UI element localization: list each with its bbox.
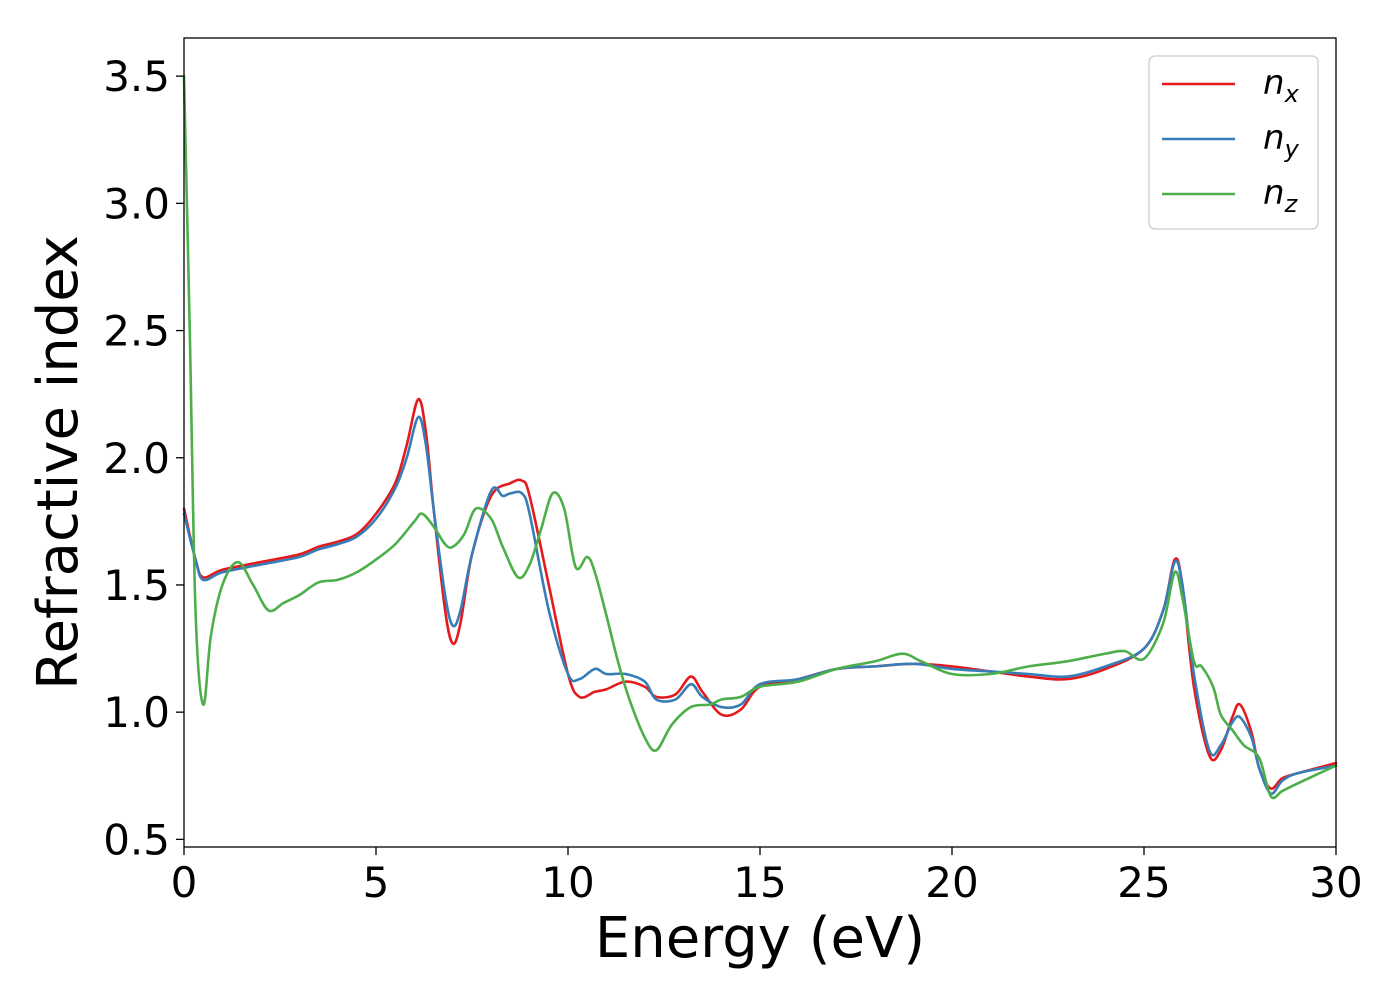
x-tick-label: 20 bbox=[925, 858, 978, 907]
series-lines bbox=[182, 74, 1338, 800]
x-tick-label: 15 bbox=[733, 858, 786, 907]
x-tick-label: 25 bbox=[1117, 858, 1170, 907]
y-tick-label: 1.0 bbox=[103, 688, 170, 737]
y-axis-ticks: 0.5 1.0 1.5 2.0 2.5 3.0 3.5 bbox=[103, 52, 184, 864]
x-axis-label: Energy (eV) bbox=[595, 906, 925, 971]
y-tick-label: 1.5 bbox=[103, 561, 170, 610]
x-tick-label: 30 bbox=[1309, 858, 1362, 907]
y-tick-label: 2.0 bbox=[103, 434, 170, 483]
legend-label-x: nx bbox=[1263, 63, 1300, 108]
legend-label-z: nz bbox=[1263, 173, 1299, 218]
series-line-z bbox=[182, 74, 1338, 800]
y-tick-label: 3.5 bbox=[103, 52, 170, 101]
x-axis-ticks: 0 5 10 15 20 25 30 bbox=[171, 847, 1363, 907]
x-tick-label: 0 bbox=[171, 858, 198, 907]
legend-box bbox=[1148, 55, 1319, 230]
legend-label-y: ny bbox=[1263, 118, 1300, 163]
y-tick-label: 0.5 bbox=[103, 815, 170, 864]
y-tick-label: 3.0 bbox=[103, 179, 170, 228]
series-line-y bbox=[182, 415, 1338, 796]
x-tick-label: 5 bbox=[363, 858, 390, 907]
x-tick-label: 10 bbox=[541, 858, 594, 907]
legend: nx ny nz bbox=[1148, 55, 1319, 230]
y-axis-label: Refractive index bbox=[26, 235, 91, 690]
y-tick-label: 2.5 bbox=[103, 307, 170, 356]
